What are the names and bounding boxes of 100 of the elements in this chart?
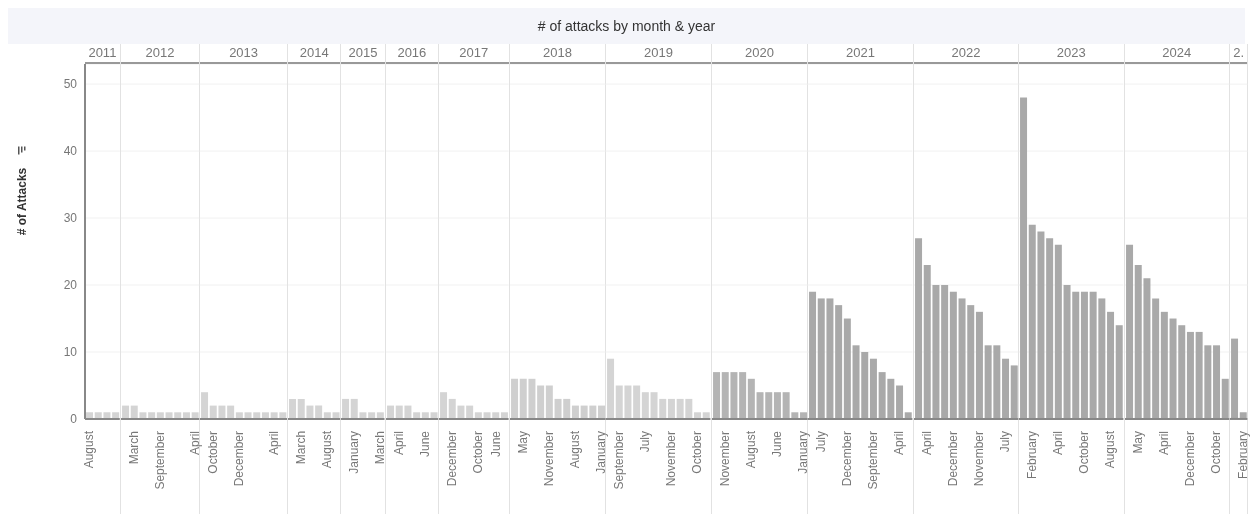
bar bbox=[747, 378, 755, 419]
x-tick-label: December bbox=[840, 430, 855, 487]
x-tick-label: December bbox=[445, 430, 460, 487]
y-tick-label: 10 bbox=[63, 345, 78, 360]
bar bbox=[1107, 311, 1115, 419]
bar bbox=[896, 385, 904, 419]
x-tick-label: July bbox=[638, 430, 653, 453]
bar bbox=[668, 398, 676, 419]
x-tick-label: November bbox=[717, 430, 732, 487]
y-tick-label: 40 bbox=[63, 144, 78, 159]
bar bbox=[844, 318, 852, 419]
x-tick-label: October bbox=[690, 430, 705, 474]
x-tick-label: August bbox=[82, 430, 97, 469]
x-tick-label: March bbox=[294, 430, 309, 465]
x-tick-label: January bbox=[347, 431, 362, 474]
x-tick-label: October bbox=[471, 430, 486, 474]
chart-title: 2024 bbox=[1124, 44, 1229, 64]
bar bbox=[1081, 291, 1089, 419]
x-tick-label: April bbox=[1051, 430, 1066, 455]
chart-title: 2011 bbox=[85, 44, 120, 64]
chart-title: 2023 bbox=[1019, 44, 1124, 64]
bar bbox=[1020, 97, 1028, 419]
x-tick-label: March bbox=[373, 431, 388, 465]
x-tick-label: December bbox=[945, 430, 960, 487]
x-tick-label: May bbox=[1130, 430, 1145, 454]
x-tick-label: January bbox=[593, 430, 608, 474]
bar bbox=[975, 311, 983, 419]
bar bbox=[1151, 298, 1159, 419]
bar bbox=[642, 392, 650, 419]
x-tick-label: April bbox=[919, 430, 934, 455]
x-tick-label: April bbox=[267, 431, 282, 456]
y-tick-label: 30 bbox=[63, 211, 78, 226]
x-tick-label: June bbox=[417, 430, 432, 457]
x-tick-label: July bbox=[814, 430, 829, 453]
x-tick-label: October bbox=[206, 431, 221, 474]
x-tick-label: November bbox=[541, 430, 556, 487]
x-tick-label: October bbox=[1208, 430, 1223, 474]
x-tick-label: April bbox=[892, 430, 907, 455]
chart-title: 2. bbox=[1229, 44, 1248, 64]
x-tick-label: October bbox=[1077, 430, 1092, 474]
x-tick-label: March bbox=[126, 430, 141, 465]
bar bbox=[1115, 325, 1123, 419]
bar bbox=[914, 238, 922, 419]
bar bbox=[1054, 244, 1062, 419]
chart-title: 2020 bbox=[711, 44, 808, 64]
bar bbox=[949, 291, 957, 419]
x-tick-label: January bbox=[795, 430, 810, 474]
chart-title: 2012 bbox=[120, 44, 200, 64]
x-tick-label: June bbox=[769, 430, 784, 457]
chart-title: 2016 bbox=[385, 44, 438, 64]
y-axis-title: # of Attacks bbox=[15, 167, 29, 236]
bar bbox=[940, 285, 948, 419]
chart-title: 2018 bbox=[509, 44, 606, 64]
bar bbox=[712, 372, 720, 419]
x-tick-label: August bbox=[320, 430, 335, 469]
text: # of attacks by month & year bbox=[8, 8, 1245, 44]
bar bbox=[1046, 238, 1054, 419]
x-tick-label: May bbox=[515, 430, 530, 454]
x-tick-label: July bbox=[998, 430, 1013, 453]
bar bbox=[510, 378, 518, 419]
chart-title: 2015 bbox=[341, 44, 385, 64]
x-tick-label: November bbox=[664, 430, 679, 487]
x-tick-label: February bbox=[1235, 430, 1250, 479]
x-tick-label: April bbox=[391, 430, 406, 455]
x-tick-label: August bbox=[567, 430, 582, 469]
bar bbox=[773, 392, 781, 419]
bar bbox=[1160, 311, 1168, 419]
x-tick-label: August bbox=[743, 430, 758, 469]
x-tick-label: December bbox=[1182, 430, 1197, 487]
bar bbox=[1001, 358, 1009, 419]
y-tick-label: 50 bbox=[63, 77, 78, 92]
bar bbox=[835, 305, 843, 419]
bar bbox=[738, 372, 746, 419]
x-tick-label: December bbox=[232, 431, 247, 487]
bar bbox=[536, 385, 544, 419]
x-tick-label: April bbox=[187, 430, 202, 455]
x-tick-label: February bbox=[1025, 430, 1040, 479]
bar bbox=[809, 291, 817, 419]
chart-title: 2013 bbox=[200, 44, 288, 64]
x-tick-label: April bbox=[1156, 430, 1171, 455]
bar bbox=[440, 392, 448, 419]
chart-title: 2022 bbox=[913, 44, 1019, 64]
bar bbox=[870, 358, 878, 419]
x-tick-label: June bbox=[488, 430, 503, 457]
bar bbox=[633, 385, 641, 419]
bar bbox=[1212, 345, 1220, 419]
x-tick-label: August bbox=[1103, 430, 1118, 469]
chart-title: 2014 bbox=[288, 44, 341, 64]
chart-title: 2019 bbox=[606, 44, 711, 64]
chart-title: 2017 bbox=[438, 44, 509, 64]
x-tick-label: September bbox=[612, 430, 627, 490]
bar bbox=[1010, 365, 1018, 419]
bar bbox=[545, 385, 553, 419]
x-tick-label: November bbox=[971, 430, 986, 487]
y-tick-label: 20 bbox=[63, 278, 78, 293]
bar bbox=[607, 358, 615, 419]
chart-title: 2021 bbox=[808, 44, 913, 64]
x-tick-label: September bbox=[152, 430, 167, 490]
y-tick-label: 0 bbox=[70, 412, 78, 427]
bar bbox=[1186, 331, 1194, 419]
